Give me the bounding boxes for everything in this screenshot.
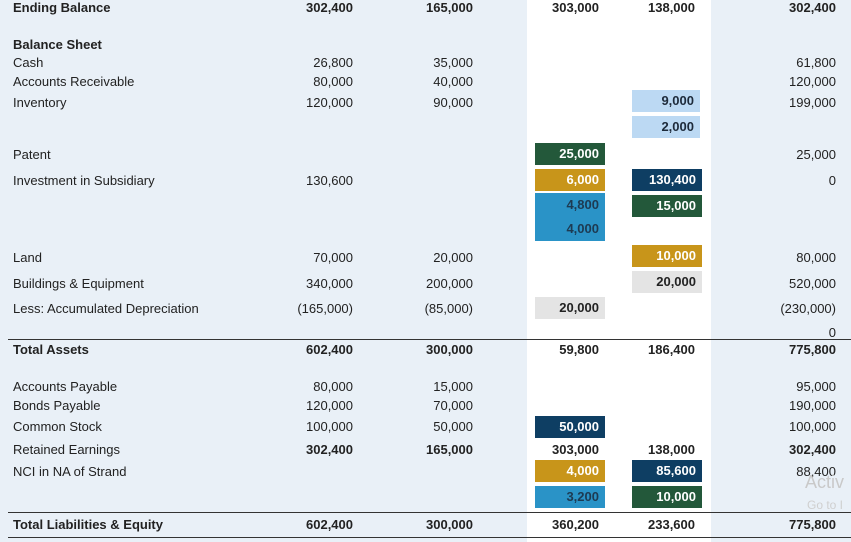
- ending-balance-debit: 303,000: [552, 0, 599, 15]
- cash-consolidated: 61,800: [796, 55, 836, 70]
- common-peanut: 100,000: [306, 419, 353, 434]
- row-label: Investment in Subsidiary: [13, 173, 155, 188]
- ending-balance-strand: 165,000: [426, 0, 473, 15]
- investment-credit-2: 15,000: [632, 195, 702, 217]
- total-le-credit: 233,600: [648, 517, 695, 532]
- buildings-peanut: 340,000: [306, 276, 353, 291]
- investment-debit-3: 4,000: [566, 221, 599, 236]
- inventory-credit-2: 2,000: [632, 116, 700, 138]
- ap-consolidated: 95,000: [796, 379, 836, 394]
- row-label: Buildings & Equipment: [13, 276, 144, 291]
- retained-peanut: 302,400: [306, 442, 353, 457]
- retained-credit: 138,000: [648, 442, 695, 457]
- investment-debit-1: 6,000: [535, 169, 605, 191]
- investment-peanut: 130,600: [306, 173, 353, 188]
- cash-peanut: 26,800: [313, 55, 353, 70]
- total-assets-label: Total Assets: [13, 342, 89, 357]
- land-credit: 10,000: [632, 245, 702, 267]
- left-band: [0, 0, 527, 542]
- bottom-rule: [8, 537, 851, 538]
- row-label: Less: Accumulated Depreciation: [13, 301, 199, 316]
- total-le-rule: [8, 512, 851, 513]
- inventory-strand: 90,000: [433, 95, 473, 110]
- row-label: Accounts Payable: [13, 379, 118, 394]
- row-label: Common Stock: [13, 419, 102, 434]
- investment-debit-2: 4,800: [566, 197, 599, 212]
- bonds-peanut: 120,000: [306, 398, 353, 413]
- ending-balance-consolidated: 302,400: [789, 0, 836, 15]
- row-label: Land: [13, 250, 42, 265]
- nci-debit-2: 3,200: [535, 486, 605, 508]
- total-le-consolidated: 775,800: [789, 517, 836, 532]
- bonds-strand: 70,000: [433, 398, 473, 413]
- row-label: NCI in NA of Strand: [13, 464, 127, 479]
- total-le-debit: 360,200: [552, 517, 599, 532]
- nci-credit-2: 10,000: [632, 486, 702, 508]
- ap-strand: 15,000: [433, 379, 473, 394]
- total-assets-strand: 300,000: [426, 342, 473, 357]
- buildings-strand: 200,000: [426, 276, 473, 291]
- total-le-label: Total Liabilities & Equity: [13, 517, 163, 532]
- common-consolidated: 100,000: [789, 419, 836, 434]
- total-assets-rule: [8, 339, 851, 340]
- accum-dep-consolidated: (230,000): [780, 301, 836, 316]
- investment-debit-block: 4,800 4,000: [535, 193, 605, 241]
- ap-peanut: 80,000: [313, 379, 353, 394]
- common-debit: 50,000: [535, 416, 605, 438]
- nci-consolidated: 88,400: [796, 464, 836, 479]
- investment-credit-1: 130,400: [632, 169, 702, 191]
- ending-balance-credit: 138,000: [648, 0, 695, 15]
- retained-strand: 165,000: [426, 442, 473, 457]
- activation-watermark-sub: Go to I: [807, 498, 844, 512]
- ending-balance-peanut: 302,400: [306, 0, 353, 15]
- bonds-consolidated: 190,000: [789, 398, 836, 413]
- cash-strand: 35,000: [433, 55, 473, 70]
- patent-debit: 25,000: [535, 143, 605, 165]
- retained-debit: 303,000: [552, 442, 599, 457]
- investment-consolidated: 0: [828, 173, 836, 188]
- row-label: Inventory: [13, 95, 67, 110]
- ar-peanut: 80,000: [313, 74, 353, 89]
- consolidated-column-band: [711, 0, 851, 542]
- debit-column-band: [527, 0, 611, 542]
- inventory-credit-1: 9,000: [632, 90, 700, 112]
- nci-credit-1: 85,600: [632, 460, 702, 482]
- activation-watermark: Activ: [805, 472, 845, 492]
- total-le-strand: 300,000: [426, 517, 473, 532]
- row-label: Bonds Payable: [13, 398, 101, 413]
- ending-balance-label: Ending Balance: [13, 0, 111, 15]
- row-label: Patent: [13, 147, 51, 162]
- accum-dep-strand: (85,000): [424, 301, 473, 316]
- row-label: Cash: [13, 55, 44, 70]
- ar-strand: 40,000: [433, 74, 473, 89]
- patent-consolidated: 25,000: [796, 147, 836, 162]
- total-assets-debit: 59,800: [559, 342, 599, 357]
- land-peanut: 70,000: [313, 250, 353, 265]
- ar-consolidated: 120,000: [789, 74, 836, 89]
- common-strand: 50,000: [433, 419, 473, 434]
- row-label: Retained Earnings: [13, 442, 120, 457]
- nci-debit-1: 4,000: [535, 460, 605, 482]
- land-strand: 20,000: [433, 250, 473, 265]
- total-assets-peanut: 602,400: [306, 342, 353, 357]
- section-title: Balance Sheet: [13, 37, 102, 52]
- total-assets-consolidated: 775,800: [789, 342, 836, 357]
- accum-dep-peanut: (165,000): [297, 301, 353, 316]
- total-assets-credit: 186,400: [648, 342, 695, 357]
- land-consolidated: 80,000: [796, 250, 836, 265]
- buildings-consolidated: 520,000: [789, 276, 836, 291]
- inventory-consolidated: 199,000: [789, 95, 836, 110]
- accum-dep-debit: 20,000: [535, 297, 605, 319]
- retained-consolidated: 302,400: [789, 442, 836, 457]
- buildings-credit: 20,000: [632, 271, 702, 293]
- accum-dep-consolidated-zero: 0: [828, 325, 836, 340]
- total-le-peanut: 602,400: [306, 517, 353, 532]
- row-label: Accounts Receivable: [13, 74, 135, 89]
- inventory-peanut: 120,000: [306, 95, 353, 110]
